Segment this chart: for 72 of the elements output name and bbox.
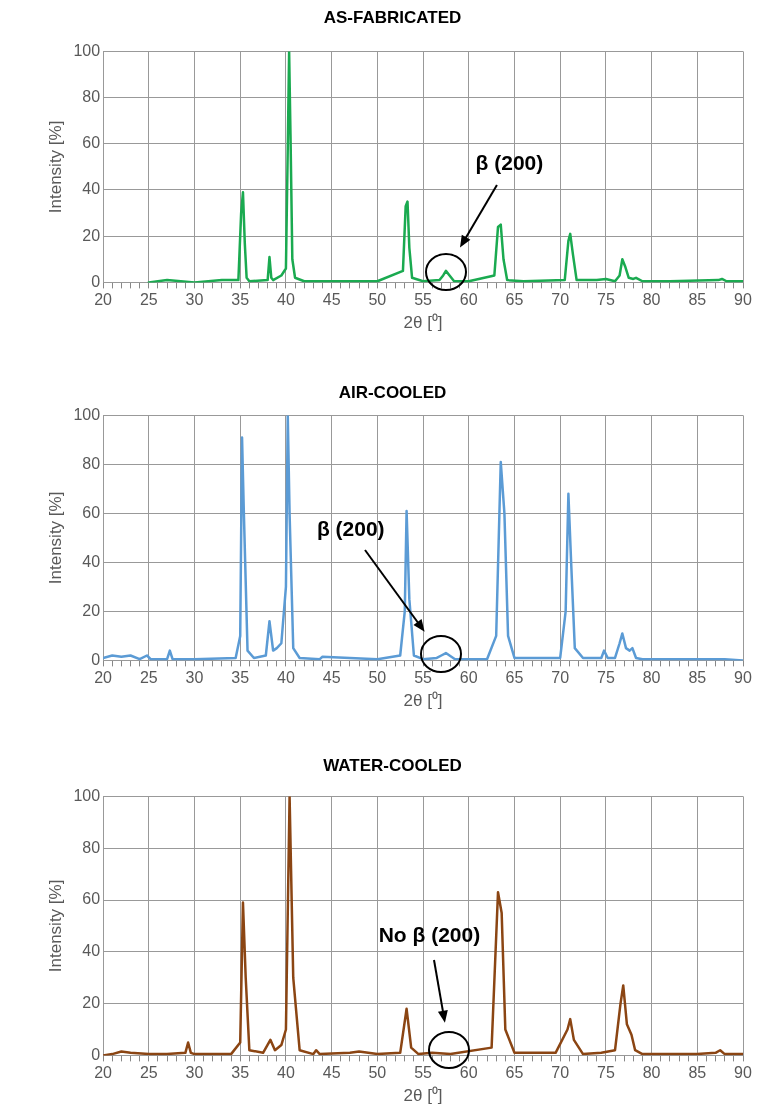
x-tick-label: 90 xyxy=(734,291,752,309)
chart-title: WATER-COOLED xyxy=(323,755,462,775)
x-tick-label: 85 xyxy=(688,669,707,687)
y-tick-label: 80 xyxy=(82,88,101,106)
x-tick-label: 40 xyxy=(277,291,295,309)
y-tick-label: 80 xyxy=(82,838,101,856)
x-tick-label: 75 xyxy=(596,291,615,309)
y-tick-label: 60 xyxy=(82,134,101,152)
x-tick-label: 85 xyxy=(688,291,707,309)
x-tick-label: 30 xyxy=(185,1064,204,1082)
x-tick-label: 50 xyxy=(368,291,387,309)
x-axis-title: 2θ [⁰] xyxy=(403,691,443,711)
x-tick-label: 75 xyxy=(596,1064,615,1082)
x-tick-label: 40 xyxy=(277,669,295,687)
y-tick-label: 100 xyxy=(73,41,101,59)
y-tick-label: 0 xyxy=(91,650,101,668)
y-tick-label: 20 xyxy=(82,226,101,244)
y-axis-title: Intensity [%] xyxy=(45,491,65,585)
x-tick-label: 50 xyxy=(368,1064,387,1082)
x-axis-title: 2θ [⁰] xyxy=(403,313,443,333)
y-tick-label: 0 xyxy=(91,272,101,290)
x-tick-label: 60 xyxy=(459,669,478,687)
x-tick-label: 60 xyxy=(459,291,478,309)
x-tick-label: 55 xyxy=(414,291,433,309)
x-tick-label: 65 xyxy=(505,1064,524,1082)
x-tick-label: 75 xyxy=(596,669,615,687)
x-tick-label: 70 xyxy=(551,1064,570,1082)
x-tick-label: 80 xyxy=(642,291,661,309)
x-tick-label: 55 xyxy=(414,669,433,687)
chart-title: AIR-COOLED xyxy=(338,382,447,402)
annotation: β (200) xyxy=(316,517,385,541)
x-tick-label: 30 xyxy=(185,291,204,309)
x-tick-label: 25 xyxy=(139,291,158,309)
x-tick-label: 30 xyxy=(185,669,204,687)
chart-title: AS-FABRICATED xyxy=(323,7,462,27)
y-axis-title: Intensity [%] xyxy=(45,120,65,214)
x-axis-title: 2θ [⁰] xyxy=(403,1086,443,1106)
y-tick-label: 60 xyxy=(82,503,101,521)
x-tick-label: 65 xyxy=(505,291,524,309)
y-tick-label: 100 xyxy=(73,405,101,423)
y-tick-label: 60 xyxy=(82,890,101,908)
x-tick-label: 65 xyxy=(505,669,524,687)
x-tick-label: 55 xyxy=(414,1064,433,1082)
y-tick-label: 20 xyxy=(82,601,101,619)
x-tick-label: 60 xyxy=(459,1064,478,1082)
y-tick-label: 40 xyxy=(82,552,101,570)
y-tick-label: 40 xyxy=(82,942,101,960)
y-tick-label: 80 xyxy=(82,454,101,472)
x-tick-label: 45 xyxy=(322,291,341,309)
annotation: β (200) xyxy=(475,151,544,175)
x-tick-label: 45 xyxy=(322,669,341,687)
x-tick-label: 35 xyxy=(231,1064,250,1082)
x-tick-label: 80 xyxy=(642,1064,661,1082)
annotation: No β (200) xyxy=(378,923,481,947)
x-tick-label: 35 xyxy=(231,669,250,687)
x-tick-label: 85 xyxy=(688,1064,707,1082)
x-tick-label: 80 xyxy=(642,669,661,687)
y-tick-label: 20 xyxy=(82,994,101,1012)
y-tick-label: 0 xyxy=(91,1045,101,1063)
y-tick-label: 100 xyxy=(73,786,101,804)
x-tick-label: 35 xyxy=(231,291,250,309)
x-tick-label: 40 xyxy=(277,1064,295,1082)
x-tick-label: 90 xyxy=(734,669,752,687)
x-tick-label: 70 xyxy=(551,291,570,309)
x-tick-label: 25 xyxy=(139,1064,158,1082)
x-tick-label: 70 xyxy=(551,669,570,687)
y-axis-title: Intensity [%] xyxy=(45,879,65,973)
x-tick-label: 25 xyxy=(139,669,158,687)
x-tick-label: 45 xyxy=(322,1064,341,1082)
x-tick-label: 50 xyxy=(368,669,387,687)
x-tick-label: 90 xyxy=(734,1064,752,1082)
y-tick-label: 40 xyxy=(82,180,101,198)
